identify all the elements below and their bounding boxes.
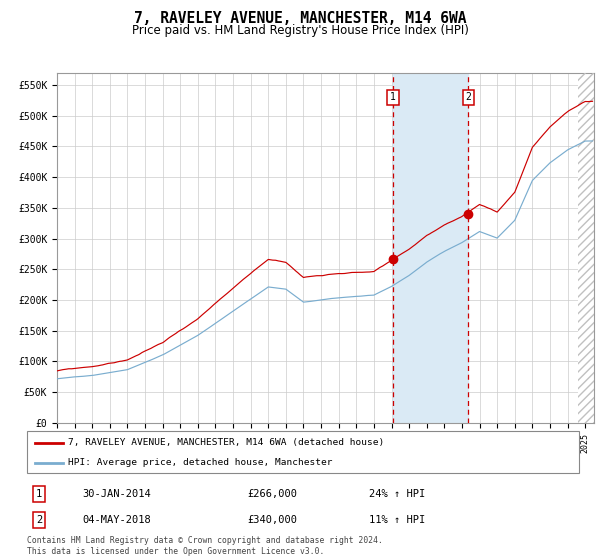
- FancyBboxPatch shape: [27, 431, 579, 473]
- Text: HPI: Average price, detached house, Manchester: HPI: Average price, detached house, Manc…: [68, 458, 333, 467]
- Text: Price paid vs. HM Land Registry's House Price Index (HPI): Price paid vs. HM Land Registry's House …: [131, 24, 469, 37]
- Text: £266,000: £266,000: [248, 489, 298, 499]
- Text: 7, RAVELEY AVENUE, MANCHESTER, M14 6WA: 7, RAVELEY AVENUE, MANCHESTER, M14 6WA: [134, 11, 466, 26]
- Text: 2: 2: [466, 92, 472, 102]
- Text: £340,000: £340,000: [248, 515, 298, 525]
- Bar: [393, 73, 469, 423]
- Text: 1: 1: [36, 489, 42, 499]
- Text: 04-MAY-2018: 04-MAY-2018: [82, 515, 151, 525]
- Text: 7, RAVELEY AVENUE, MANCHESTER, M14 6WA (detached house): 7, RAVELEY AVENUE, MANCHESTER, M14 6WA (…: [68, 438, 385, 447]
- Text: Contains HM Land Registry data © Crown copyright and database right 2024.
This d: Contains HM Land Registry data © Crown c…: [27, 536, 383, 556]
- Text: 24% ↑ HPI: 24% ↑ HPI: [369, 489, 425, 499]
- Text: 1: 1: [390, 92, 396, 102]
- Bar: [578, 73, 594, 423]
- Text: 30-JAN-2014: 30-JAN-2014: [82, 489, 151, 499]
- Bar: [578, 73, 594, 423]
- Text: 11% ↑ HPI: 11% ↑ HPI: [369, 515, 425, 525]
- Text: 2: 2: [36, 515, 42, 525]
